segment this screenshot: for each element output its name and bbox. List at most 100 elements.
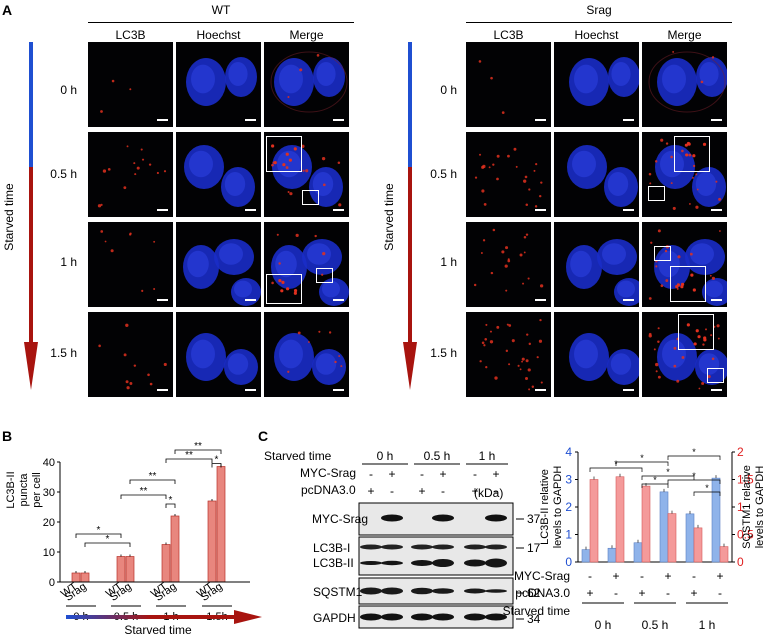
band-label-sqstm1: SQSTM1: [313, 585, 363, 599]
gapdh-band: [411, 613, 433, 621]
blot-pcdna-sign: +: [367, 484, 374, 498]
b-sig-mark: **: [149, 471, 157, 482]
srag-hoechst-image-row0: [554, 42, 639, 127]
b-y-tick-label: 0: [49, 577, 55, 589]
srag-lc3b-image-row1: [466, 132, 551, 217]
scale-bar: [711, 209, 722, 211]
scale-bar: [157, 119, 168, 121]
sqstm1-band: [381, 587, 403, 595]
srag-time-arrow: [403, 42, 417, 390]
scale-bar: [333, 209, 344, 211]
lc3b-i-band: [381, 544, 403, 550]
band-label-gapdh: GAPDH: [313, 611, 356, 625]
b-bar: [125, 556, 135, 583]
b-sig-bracket: [75, 533, 122, 538]
c-sqstm1-bar: [589, 479, 599, 563]
lc3b-i-band: [411, 544, 433, 550]
blot-myc-sign: -: [473, 467, 477, 481]
b-bar: [207, 500, 217, 583]
c-pcdna-sign: +: [638, 586, 645, 600]
c-pcdna-label: pcDNA3.0: [515, 586, 570, 600]
c-sig-mark: *: [653, 475, 657, 485]
b-sig-mark: **: [140, 486, 148, 497]
blot-pcdna-label: pcDNA3.0: [301, 483, 356, 497]
band-label-myc: MYC-Srag: [312, 512, 368, 526]
zoom-inset: [266, 274, 302, 304]
c-sqstm1-bar: [719, 546, 729, 563]
scale-bar: [157, 209, 168, 211]
zoom-inset: [674, 136, 710, 172]
c-left-tick-label: 4: [565, 445, 572, 459]
srag-hoechst-image-row2: [554, 222, 639, 307]
c-sqstm1-bar: [667, 513, 677, 563]
lc3b-i-band: [432, 544, 454, 550]
blot-time-label: 0 h: [377, 449, 394, 463]
c-sig-mark: *: [640, 453, 644, 463]
b-sig-bracket: [174, 449, 222, 454]
c-sqstm1-bar: [693, 527, 703, 563]
scale-bar: [535, 209, 546, 211]
srag-lc3b-image-row2: [466, 222, 551, 307]
myc-srag-strip: [358, 502, 514, 536]
scale-bar: [333, 119, 344, 121]
myc-band: [432, 514, 454, 522]
c-right-tick-label: 2: [737, 445, 744, 459]
wt-merge-image-row0: [264, 42, 349, 127]
c-myc-sign: +: [612, 569, 619, 583]
c-lc3b-bar: [659, 491, 669, 563]
lc3b-ii-band: [411, 560, 433, 566]
c-left-ylabel: LC3B-II relativelevels to GAPDH: [539, 466, 564, 549]
c-pcdna-sign: +: [690, 586, 697, 600]
scale-bar: [245, 209, 256, 211]
b-sig-bracket: [211, 463, 222, 468]
wt-time-arrow: [24, 42, 38, 390]
wt-starved-time-label: Starved time: [2, 183, 16, 251]
c-pcdna-sign: -: [614, 586, 618, 600]
wt-time-1h: 1 h: [60, 255, 77, 269]
c-left-tick-label: 3: [565, 473, 572, 487]
scale-bar: [623, 389, 634, 391]
scale-bar: [535, 119, 546, 121]
wt-hoechst-image-row3: [176, 312, 261, 397]
b-sig-bracket: [129, 479, 176, 484]
c-sqstm1-bar: [641, 485, 651, 563]
zoom-region: [648, 186, 665, 201]
gapdh-strip: [358, 605, 514, 629]
c-sig-bracket: [641, 483, 669, 488]
scale-bar: [245, 389, 256, 391]
srag-merge-image-row1: [642, 132, 727, 217]
srag-time-0h: 0 h: [440, 83, 457, 97]
c-group-label: 1 h: [699, 618, 716, 632]
scale-bar: [623, 119, 634, 121]
blot-pcdna-sign: -: [441, 484, 445, 498]
band-label-lc3b-i: LC3B-I: [313, 541, 350, 555]
c-pcdna-sign: +: [586, 586, 593, 600]
gapdh-band: [432, 613, 454, 621]
myc-band: [381, 514, 403, 522]
wt-lc3b-image-row0: [88, 42, 173, 127]
c-right-ylabel: SQSTM1 relativelevels to GAPDH: [741, 465, 766, 549]
gapdh-band: [381, 613, 403, 621]
c-myc-sign: +: [716, 569, 723, 583]
wt-header-rule: [88, 22, 354, 23]
blot-myc-sign: +: [439, 467, 446, 481]
srag-col-hoechst: Hoechst: [574, 28, 619, 42]
scale-bar: [333, 389, 344, 391]
c-lc3b-bar: [581, 549, 591, 563]
scale-bar: [623, 299, 634, 301]
c-sig-bracket: [615, 461, 669, 466]
blot-pcdna-sign: +: [418, 484, 425, 498]
wt-col-lc3b: LC3B: [115, 28, 146, 42]
b-bar: [71, 572, 81, 583]
b-sig-mark: **: [185, 450, 193, 461]
panel-b-letter: B: [2, 428, 13, 444]
srag-hoechst-image-row1: [554, 132, 639, 217]
c-myc-sign: -: [588, 569, 592, 583]
blot-time-label: 1 h: [479, 449, 496, 463]
b-bar: [80, 572, 90, 583]
c-starved-label: Starved time: [503, 604, 571, 618]
b-bar: [116, 556, 126, 583]
b-sig-mark: *: [97, 525, 101, 536]
srag-time-1.5h: 1.5 h: [430, 346, 457, 360]
c-left-tick-label: 1: [565, 528, 572, 542]
